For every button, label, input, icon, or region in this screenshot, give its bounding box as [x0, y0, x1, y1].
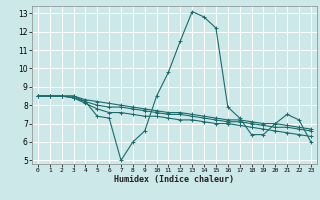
X-axis label: Humidex (Indice chaleur): Humidex (Indice chaleur) — [115, 175, 234, 184]
